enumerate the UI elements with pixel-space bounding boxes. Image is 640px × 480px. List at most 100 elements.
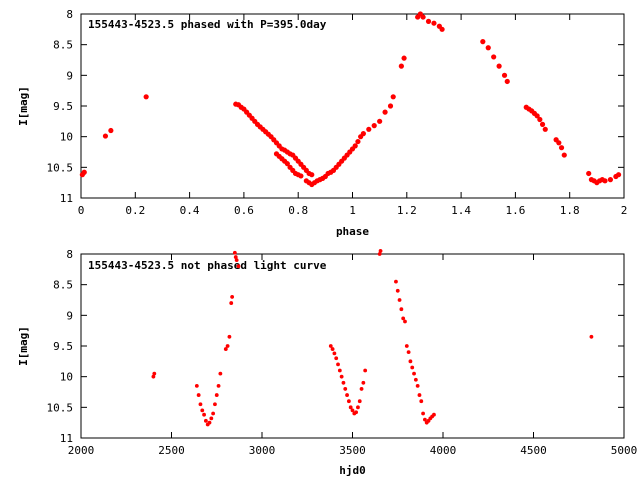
data-point bbox=[399, 307, 404, 312]
data-point bbox=[382, 109, 388, 115]
data-point bbox=[309, 172, 315, 178]
x-tick-label: 4500 bbox=[520, 444, 547, 457]
y-tick-label: 11 bbox=[60, 192, 73, 205]
data-point bbox=[81, 169, 87, 175]
data-point bbox=[339, 374, 344, 379]
data-point bbox=[431, 20, 437, 26]
data-point bbox=[198, 402, 203, 407]
data-point bbox=[401, 55, 407, 61]
y-tick-label: 10 bbox=[60, 131, 73, 144]
data-point bbox=[218, 371, 223, 376]
data-point bbox=[209, 416, 214, 421]
data-point bbox=[202, 412, 206, 417]
plot-frame bbox=[80, 13, 625, 199]
data-point bbox=[359, 387, 364, 391]
data-point bbox=[556, 140, 562, 146]
data-point bbox=[227, 334, 232, 339]
chart-title: 155443-4523.5 not phased light curve bbox=[88, 259, 327, 272]
data-point bbox=[410, 365, 415, 370]
data-point bbox=[390, 94, 396, 100]
y-tick-label: 10.5 bbox=[47, 401, 74, 414]
data-point bbox=[229, 301, 234, 305]
data-point bbox=[223, 347, 228, 351]
x-tick-label: 3000 bbox=[249, 444, 276, 457]
data-point bbox=[233, 255, 238, 259]
data-point bbox=[394, 279, 398, 284]
x-tick-label: 0.6 bbox=[234, 204, 254, 217]
data-point bbox=[143, 94, 149, 100]
data-point bbox=[377, 252, 382, 256]
data-point bbox=[371, 123, 377, 129]
data-point bbox=[350, 408, 355, 413]
data-point bbox=[432, 412, 436, 417]
data-point bbox=[352, 143, 358, 149]
data-point bbox=[341, 380, 346, 385]
data-point bbox=[412, 371, 416, 376]
phased-light-curve-panel: 0 0.2 0.4 0.6 0.8 1 1.2 1.4 1.6 1.8 2 8 8.5 9 9.5 10 10.… bbox=[17, 8, 627, 238]
data-point bbox=[203, 418, 208, 423]
data-point bbox=[216, 383, 221, 388]
data-point bbox=[196, 393, 201, 397]
data-point bbox=[415, 383, 420, 388]
data-point bbox=[485, 45, 491, 51]
y-tick-label: 8 bbox=[66, 248, 73, 261]
x-tick-label: 0 bbox=[78, 204, 85, 217]
data-point bbox=[403, 319, 407, 324]
data-point bbox=[439, 26, 445, 32]
data-point bbox=[207, 420, 212, 425]
data-point bbox=[336, 362, 340, 367]
y-tick-label: 11 bbox=[60, 432, 73, 445]
data-point bbox=[589, 334, 594, 339]
y-tick-label: 9.5 bbox=[53, 340, 73, 353]
y-tick-label: 8 bbox=[66, 8, 73, 21]
data-point bbox=[225, 344, 230, 348]
y-tick-label: 8.5 bbox=[53, 279, 73, 292]
x-tick-label: 1.4 bbox=[451, 204, 471, 217]
y-tick-label: 9 bbox=[66, 69, 73, 82]
data-point bbox=[151, 374, 156, 379]
data-point bbox=[360, 131, 366, 137]
data-point bbox=[404, 344, 409, 348]
data-point bbox=[501, 72, 508, 78]
data-point bbox=[348, 405, 353, 410]
x-tick-label: 5000 bbox=[611, 444, 638, 457]
data-point bbox=[406, 350, 411, 355]
data-point bbox=[539, 121, 546, 127]
data-point bbox=[602, 178, 608, 184]
data-point bbox=[213, 402, 217, 407]
x-tick-label: 2500 bbox=[158, 444, 185, 457]
data-point bbox=[328, 344, 333, 348]
x-tick-label: 1 bbox=[349, 204, 356, 217]
data-point bbox=[419, 399, 424, 404]
data-point bbox=[401, 316, 406, 321]
data-point bbox=[615, 172, 622, 178]
x-tick-label: 3500 bbox=[339, 444, 366, 457]
data-point bbox=[504, 78, 510, 85]
data-point bbox=[354, 410, 359, 415]
data-point bbox=[332, 351, 337, 356]
x-axis-label: phase bbox=[336, 225, 369, 238]
data-point bbox=[334, 356, 339, 361]
data-point bbox=[345, 393, 349, 397]
y-tick-label: 10 bbox=[60, 371, 73, 384]
data-point bbox=[420, 14, 426, 20]
data-point bbox=[480, 39, 486, 45]
data-point bbox=[236, 264, 241, 269]
data-point bbox=[421, 411, 425, 416]
y-tick-label: 9 bbox=[66, 309, 73, 322]
data-point bbox=[346, 399, 351, 404]
x-axis-label: hjd0 bbox=[339, 464, 366, 477]
chart-title: 155443-4523.5 phased with P=395.0day bbox=[88, 18, 327, 31]
data-point bbox=[211, 411, 216, 416]
data-point bbox=[361, 380, 366, 385]
data-point bbox=[284, 161, 290, 167]
data-point bbox=[534, 113, 540, 119]
data-point bbox=[496, 63, 502, 69]
x-tick-label: 2 bbox=[621, 204, 628, 217]
data-point bbox=[395, 288, 400, 293]
x-tick-label: 0.4 bbox=[180, 204, 200, 217]
data-point bbox=[108, 127, 114, 134]
data-point bbox=[194, 383, 199, 388]
data-point bbox=[355, 138, 361, 145]
y-axis-label: I[mag] bbox=[17, 326, 30, 366]
